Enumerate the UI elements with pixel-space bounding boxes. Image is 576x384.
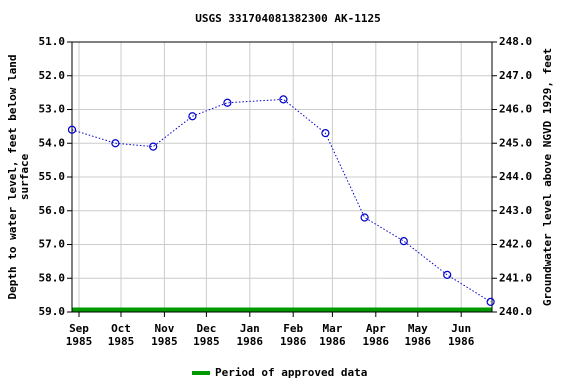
- data-point: [67, 125, 77, 134]
- y-tick-label: 56.0: [39, 204, 66, 217]
- x-tick-label: 1986: [363, 335, 390, 348]
- x-tick-label: 1985: [66, 335, 93, 348]
- x-tick-label: Sep: [69, 322, 89, 335]
- legend-label: Period of approved data: [215, 366, 367, 379]
- y-tick-label: 57.0: [39, 238, 66, 251]
- x-tick-label: Mar: [322, 322, 342, 335]
- data-point: [486, 297, 495, 306]
- x-tick-label: Apr: [366, 322, 386, 335]
- y2-tick-label: 240.0: [499, 305, 532, 318]
- y-tick-label: 54.0: [39, 136, 66, 149]
- x-tick-label: 1985: [151, 335, 178, 348]
- plot-frame: [71, 41, 493, 313]
- data-point: [443, 270, 452, 279]
- y2-axis-label: Groundwater level above NGVD 1929, feet: [541, 48, 554, 306]
- data-point: [188, 112, 197, 121]
- data-point: [111, 139, 120, 148]
- y2-tick-label: 243.0: [499, 204, 532, 217]
- x-tick-label: 1985: [193, 335, 220, 348]
- x-tick-label: 1986: [448, 335, 475, 348]
- y-tick-label: 59.0: [39, 305, 66, 318]
- data-point: [223, 98, 232, 107]
- y-tick-label: 51.0: [39, 35, 66, 48]
- data-point: [279, 95, 288, 104]
- x-tick-label: May: [408, 322, 428, 335]
- x-tick-label: Oct: [111, 322, 131, 335]
- x-tick-label: Dec: [196, 322, 216, 335]
- y-tick-label: 55.0: [39, 170, 66, 183]
- data-point: [149, 142, 158, 151]
- x-tick-label: 1986: [319, 335, 346, 348]
- y2-tick-label: 241.0: [499, 271, 532, 284]
- x-tick-label: 1985: [108, 335, 135, 348]
- y2-tick-label: 245.0: [499, 136, 532, 149]
- x-tick-label: 1986: [280, 335, 307, 348]
- x-tick-label: 1986: [405, 335, 432, 348]
- y-tick-label: 58.0: [39, 271, 66, 284]
- y-tick-label: 53.0: [39, 103, 66, 116]
- y-axis-label: Depth to water level, feet below land: [6, 54, 19, 299]
- y2-tick-label: 244.0: [499, 170, 532, 183]
- data-point: [321, 129, 330, 138]
- y2-tick-label: 242.0: [499, 238, 532, 251]
- x-tick-label: Jun: [451, 322, 471, 335]
- y-tick-label: 52.0: [39, 69, 66, 82]
- y-axis-label: surface: [18, 153, 31, 200]
- chart-title: USGS 331704081382300 AK-1125: [195, 12, 380, 25]
- y2-tick-label: 248.0: [499, 35, 532, 48]
- y2-tick-label: 246.0: [499, 103, 532, 116]
- x-tick-label: Jan: [240, 322, 260, 335]
- y2-tick-label: 247.0: [499, 69, 532, 82]
- data-point: [360, 213, 369, 222]
- data-point: [399, 237, 408, 246]
- data-line: [71, 98, 491, 303]
- x-tick-label: Nov: [154, 322, 174, 335]
- x-tick-label: Feb: [283, 322, 303, 335]
- x-tick-label: 1986: [237, 335, 264, 348]
